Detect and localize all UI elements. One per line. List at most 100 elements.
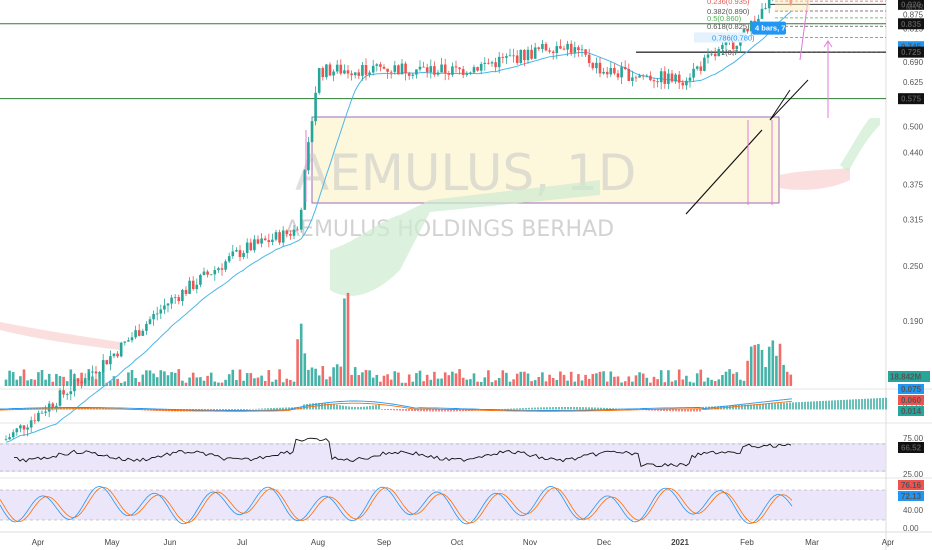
volume-bar: [98, 373, 101, 386]
candle-body: [411, 74, 415, 76]
macd-hist: [831, 400, 833, 410]
volume-bar: [332, 367, 335, 386]
candle-body: [735, 45, 739, 50]
candlesticks: [4, 0, 793, 441]
volume-bar: [616, 376, 620, 386]
price-tick: 0.375: [903, 180, 924, 189]
macd-hist: [48, 407, 50, 410]
cloud-red: [780, 168, 850, 190]
candle-body: [602, 71, 605, 74]
volume-bar: [566, 380, 569, 386]
candle-body: [281, 230, 285, 243]
candle-body: [764, 8, 767, 10]
macd-hist: [780, 403, 782, 410]
time-tick: May: [104, 538, 119, 547]
macd-label-text: 0.075: [901, 385, 922, 394]
candle-body: [710, 53, 713, 55]
macd-hist: [603, 407, 605, 410]
volume-bar: [289, 379, 292, 386]
macd-hist: [735, 405, 737, 410]
candle-body: [335, 64, 339, 72]
macd-hist: [552, 407, 554, 410]
candle-body: [404, 63, 407, 74]
price-label-text: 0.835: [901, 20, 922, 29]
watermark-company: AEMULUS HOLDINGS BERHAD: [285, 217, 614, 242]
time-axis[interactable]: Apr May Jun Jul Aug Sep Oct Nov Dec 2021 Feb Mar Apr: [32, 538, 895, 547]
volume-bar: [789, 374, 793, 386]
volume-bar: [775, 355, 778, 386]
stoch-label-box: [898, 480, 924, 490]
macd-hist: [741, 404, 743, 410]
stoch-label-text: 72.13: [901, 492, 922, 501]
macd-hist: [333, 404, 335, 410]
macd-hist: [237, 409, 239, 411]
candle-body: [224, 261, 227, 270]
trendline: [769, 89, 791, 121]
volume-bar: [310, 367, 314, 386]
macd-hist: [66, 407, 68, 410]
macd-hist: [228, 409, 230, 411]
fib-level-label: 0.382(0.890): [707, 7, 750, 16]
macd-hist: [855, 399, 857, 410]
volume-bar: [469, 379, 472, 386]
macd-hist: [612, 408, 614, 410]
fib-level-label: 1(0.7: [721, 48, 738, 57]
price-tick: 0.690: [903, 58, 924, 67]
candle-body: [580, 49, 584, 51]
volume-bar: [361, 372, 364, 386]
candle-body: [213, 270, 217, 275]
price-tick: 0.250: [903, 262, 924, 271]
macd-hist: [249, 409, 251, 410]
volume-bar: [307, 369, 310, 386]
macd-hist: [510, 408, 512, 410]
macd-hist: [597, 407, 599, 410]
macd-hist: [750, 404, 752, 410]
volume-bar: [731, 373, 735, 386]
candle-body: [87, 372, 91, 380]
macd-hist: [54, 407, 56, 410]
candle-body: [458, 67, 461, 70]
macd-hist: [882, 397, 884, 410]
volume-bar: [433, 371, 436, 386]
stoch-tick: 40.00: [903, 506, 924, 515]
candle-body: [620, 67, 623, 78]
time-tick: Aug: [311, 538, 325, 547]
candle-body: [631, 77, 634, 81]
volume-bar: [472, 373, 476, 386]
price-tick: 0.625: [903, 78, 924, 87]
macd-hist: [366, 406, 368, 410]
price-axis[interactable]: 1.1251.0651.0000.9450.9200.8750.8350.815…: [888, 0, 930, 533]
volume-bar: [562, 374, 566, 386]
macd-hist: [600, 407, 602, 410]
macd-hist: [873, 398, 875, 410]
volume-bar: [735, 372, 739, 386]
macd-hist: [714, 406, 716, 410]
candle-body: [55, 405, 58, 408]
candle-body: [91, 371, 94, 373]
macd-hist: [441, 409, 443, 412]
volume-bar: [357, 375, 361, 386]
candle-body: [526, 49, 530, 61]
volume-bar: [253, 378, 256, 386]
macd-hist: [261, 408, 263, 410]
volume-bar: [717, 379, 721, 386]
macd-hist: [846, 399, 848, 410]
candle-body: [447, 73, 451, 75]
volume-bar: [605, 381, 609, 386]
price-tick: 0.190: [903, 317, 924, 326]
macd-hist: [393, 409, 395, 411]
macd-hist: [579, 407, 581, 410]
macd-hist: [759, 404, 761, 410]
macd-hist: [798, 402, 800, 410]
volume-bar: [778, 343, 782, 386]
volume-bar: [364, 369, 368, 386]
macd-hist: [225, 409, 227, 411]
time-tick: Feb: [740, 538, 754, 547]
volume-bar: [587, 378, 591, 386]
candle-body: [267, 240, 271, 242]
candle-body: [231, 251, 235, 257]
candle-body: [289, 234, 292, 236]
candle-body: [83, 379, 87, 384]
macd-hist: [336, 404, 338, 410]
